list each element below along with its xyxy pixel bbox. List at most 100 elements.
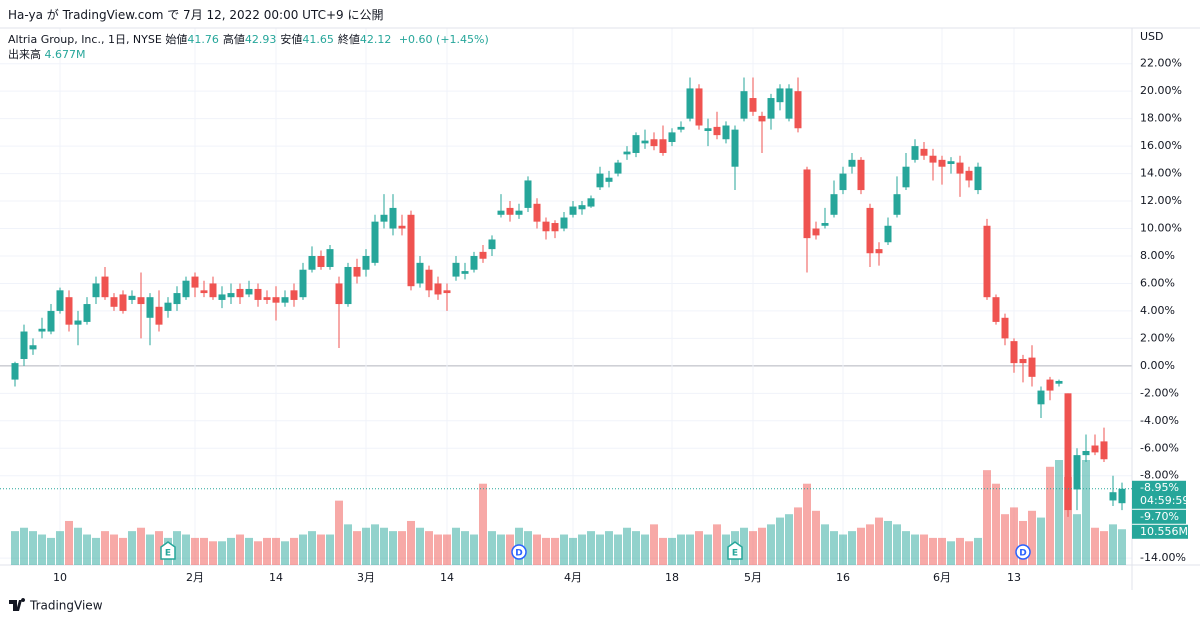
ohlc-value: 42.93 — [244, 33, 277, 46]
candle-body — [299, 269, 307, 298]
volume-bar — [1028, 510, 1036, 565]
candle-body — [317, 255, 325, 267]
candle-body — [407, 214, 415, 287]
candle-body — [839, 173, 847, 191]
volume-bar — [938, 537, 946, 565]
volume-bar — [560, 534, 568, 565]
candle-body — [119, 294, 127, 311]
y-tick-label: 6.00% — [1140, 276, 1175, 289]
volume-bar — [1118, 529, 1126, 565]
candle-body — [335, 283, 343, 305]
candle-body — [398, 225, 406, 229]
candle-body — [812, 228, 820, 236]
volume-bar — [488, 531, 496, 565]
volume-bar — [398, 531, 406, 565]
volume-bar — [641, 534, 649, 565]
candle-body — [272, 297, 280, 303]
candle-body — [155, 306, 163, 325]
candle-body — [227, 293, 235, 298]
volume-bar — [695, 531, 703, 565]
candle-body — [1109, 492, 1117, 501]
candle-body — [245, 288, 253, 295]
candle-body — [263, 297, 271, 300]
y-tick-label: -2.00% — [1140, 386, 1179, 399]
volume-bar — [596, 534, 604, 565]
volume-bar — [686, 534, 694, 565]
candle-body — [623, 151, 631, 155]
volume-bar — [1046, 466, 1054, 565]
volume-bar — [56, 531, 64, 565]
volume-bar — [713, 524, 721, 565]
candle-body — [200, 290, 208, 294]
candle-body — [290, 290, 298, 300]
volume-bar — [884, 520, 892, 565]
candle-body — [20, 331, 28, 359]
candle-body — [1055, 380, 1063, 384]
volume-bar — [956, 537, 964, 565]
volume-bar — [497, 534, 505, 565]
ohlc-value: 41.76 — [187, 33, 219, 46]
volume-bar — [587, 531, 595, 565]
volume-bar — [290, 537, 298, 565]
volume-bar — [236, 534, 244, 565]
volume-bar — [749, 531, 757, 565]
x-tick-label: 13 — [1007, 571, 1021, 584]
candle-body — [947, 161, 955, 164]
volume-bar — [452, 527, 460, 565]
volume-bar — [317, 534, 325, 565]
volume-bar — [911, 534, 919, 565]
volume-bar — [758, 527, 766, 565]
candle-body — [749, 98, 757, 112]
volume-bar — [632, 531, 640, 565]
volume-bar — [65, 520, 73, 565]
candle-body — [173, 293, 181, 305]
candle-body — [641, 140, 649, 144]
volume-bar — [443, 534, 451, 565]
legend: Altria Group, Inc., 1日, NYSE 始値41.76 高値42… — [8, 31, 489, 47]
x-tick-label: 10 — [53, 571, 67, 584]
candle-body — [713, 126, 721, 136]
candle-body — [434, 283, 442, 295]
x-tick-label: 18 — [665, 571, 679, 584]
volume-bar — [146, 534, 154, 565]
volume-bar — [983, 470, 991, 565]
y-tick-label: -14.00% — [1140, 551, 1186, 564]
volume-bar — [902, 531, 910, 565]
candle-body — [794, 91, 802, 129]
candle-body — [56, 290, 64, 311]
candle-body — [1001, 317, 1009, 339]
candle-body — [353, 266, 361, 277]
publish-header: Ha-ya が TradingView.com で 7月 12, 2022 00… — [8, 8, 384, 22]
volume-bar — [299, 534, 307, 565]
volume-bar — [263, 537, 271, 565]
volume-bar — [434, 534, 442, 565]
volume-bar — [803, 483, 811, 565]
volume-bar — [353, 531, 361, 565]
volume-bar — [416, 527, 424, 565]
volume-bar — [677, 534, 685, 565]
price-tag — [1132, 509, 1186, 524]
event-label: D — [1019, 549, 1026, 559]
volume-bar — [74, 527, 82, 565]
volume-bar — [119, 537, 127, 565]
volume-bar — [866, 524, 874, 565]
x-tick-label: 14 — [269, 571, 283, 584]
candle-body — [785, 88, 793, 119]
volume-bar — [659, 537, 667, 565]
volume-bar — [101, 531, 109, 565]
candle-body — [659, 139, 667, 153]
volume-bar — [1082, 460, 1090, 565]
volume-bar — [785, 514, 793, 565]
prev-price-label: -9.70% — [1140, 510, 1179, 523]
volume-value: 4.677M — [44, 48, 86, 61]
candle-body — [632, 135, 640, 153]
y-tick-label: 8.00% — [1140, 249, 1175, 262]
candle-body — [425, 269, 433, 291]
volume-bar — [776, 517, 784, 565]
volume-bar — [173, 531, 181, 565]
candle-body — [704, 128, 712, 132]
candle-body — [1010, 341, 1018, 364]
candle-body — [38, 328, 46, 332]
candle-body — [362, 255, 370, 270]
